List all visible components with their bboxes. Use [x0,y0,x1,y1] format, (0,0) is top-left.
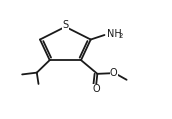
Text: 2: 2 [119,33,123,39]
Text: O: O [110,68,117,78]
Text: NH: NH [107,29,122,39]
Text: O: O [92,84,100,94]
Text: S: S [62,20,68,30]
